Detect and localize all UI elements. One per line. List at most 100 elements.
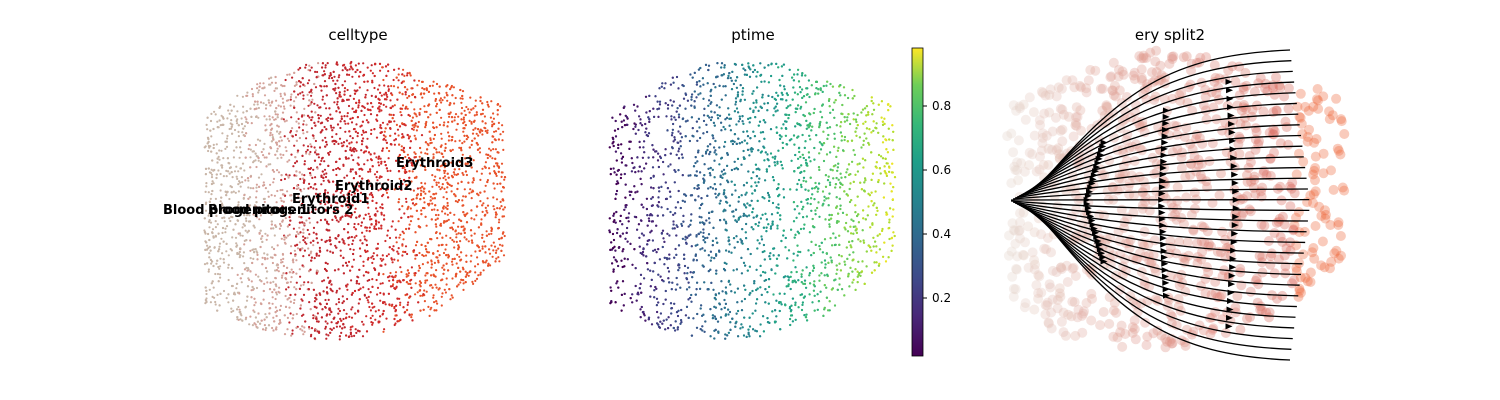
data-point bbox=[500, 175, 503, 178]
data-point bbox=[315, 254, 318, 257]
data-point bbox=[249, 257, 252, 260]
data-point bbox=[257, 176, 261, 179]
data-point bbox=[470, 239, 473, 242]
data-point bbox=[501, 215, 504, 218]
data-point bbox=[351, 137, 354, 140]
data-point bbox=[218, 273, 222, 276]
data-point bbox=[286, 281, 289, 284]
data-point bbox=[239, 254, 242, 257]
data-point bbox=[408, 135, 412, 138]
data-point bbox=[357, 156, 360, 159]
data-point bbox=[433, 208, 436, 211]
data-point bbox=[401, 122, 404, 125]
data-point bbox=[326, 292, 329, 295]
data-point bbox=[425, 250, 428, 253]
data-point bbox=[401, 254, 404, 257]
data-point bbox=[488, 252, 492, 255]
data-point bbox=[321, 280, 324, 283]
data-point bbox=[407, 205, 410, 208]
data-point bbox=[370, 132, 373, 135]
data-point bbox=[248, 214, 251, 217]
data-point bbox=[219, 172, 222, 176]
data-point bbox=[479, 200, 482, 203]
data-point bbox=[410, 266, 413, 269]
data-point bbox=[226, 190, 229, 193]
data-point bbox=[428, 202, 431, 205]
data-point bbox=[321, 98, 324, 101]
data-point bbox=[444, 206, 447, 209]
data-point bbox=[333, 142, 336, 146]
data-point bbox=[486, 100, 489, 104]
data-point bbox=[265, 156, 268, 159]
data-point bbox=[322, 176, 325, 179]
data-point bbox=[326, 119, 329, 122]
data-point bbox=[355, 101, 358, 104]
data-point bbox=[230, 119, 233, 122]
data-point bbox=[389, 127, 392, 130]
data-point bbox=[361, 168, 364, 171]
data-point bbox=[455, 240, 458, 243]
data-point bbox=[278, 140, 281, 143]
data-point bbox=[253, 226, 256, 229]
data-point bbox=[210, 173, 214, 176]
data-point bbox=[227, 254, 230, 257]
data-point bbox=[429, 142, 432, 145]
data-point bbox=[262, 82, 265, 85]
data-point bbox=[217, 169, 220, 172]
data-point bbox=[411, 127, 414, 130]
data-point bbox=[353, 334, 356, 337]
data-point bbox=[281, 214, 284, 217]
data-point bbox=[219, 265, 222, 268]
data-point bbox=[491, 135, 494, 138]
data-point bbox=[485, 230, 488, 233]
data-point bbox=[293, 298, 296, 302]
data-point bbox=[236, 94, 239, 97]
data-point bbox=[323, 160, 326, 163]
data-point bbox=[369, 218, 372, 221]
data-point bbox=[324, 325, 327, 328]
data-point bbox=[241, 181, 244, 184]
data-point bbox=[349, 117, 352, 120]
data-point bbox=[403, 166, 406, 169]
data-point bbox=[352, 258, 355, 261]
data-point bbox=[419, 164, 422, 167]
data-point bbox=[298, 199, 301, 203]
data-point bbox=[380, 227, 383, 230]
data-point bbox=[221, 123, 224, 126]
data-point bbox=[398, 198, 401, 201]
data-point bbox=[377, 161, 380, 164]
data-point bbox=[491, 141, 494, 144]
data-point bbox=[241, 234, 244, 237]
data-point bbox=[267, 163, 270, 166]
data-point bbox=[445, 164, 448, 167]
data-point bbox=[278, 286, 281, 289]
data-point bbox=[391, 275, 394, 278]
data-point bbox=[364, 196, 367, 199]
data-point bbox=[311, 116, 314, 119]
data-point bbox=[318, 246, 321, 249]
data-point bbox=[283, 92, 286, 95]
data-point bbox=[303, 330, 306, 333]
data-point bbox=[483, 240, 486, 243]
data-point bbox=[309, 166, 313, 170]
data-point bbox=[294, 156, 297, 159]
data-point bbox=[471, 280, 474, 283]
data-point bbox=[254, 248, 257, 251]
data-point bbox=[369, 170, 372, 173]
data-point bbox=[405, 185, 408, 189]
data-point bbox=[424, 192, 427, 195]
data-point bbox=[470, 108, 473, 111]
data-point bbox=[236, 291, 239, 294]
data-point bbox=[398, 153, 401, 157]
data-point bbox=[395, 159, 398, 162]
data-point bbox=[402, 80, 405, 83]
data-point bbox=[446, 99, 449, 102]
data-point bbox=[403, 86, 407, 89]
data-point bbox=[484, 130, 487, 133]
data-point bbox=[250, 280, 253, 283]
data-point bbox=[351, 116, 354, 120]
data-point bbox=[299, 328, 302, 331]
data-point bbox=[326, 322, 329, 325]
data-point bbox=[279, 224, 282, 227]
data-point bbox=[450, 184, 453, 187]
